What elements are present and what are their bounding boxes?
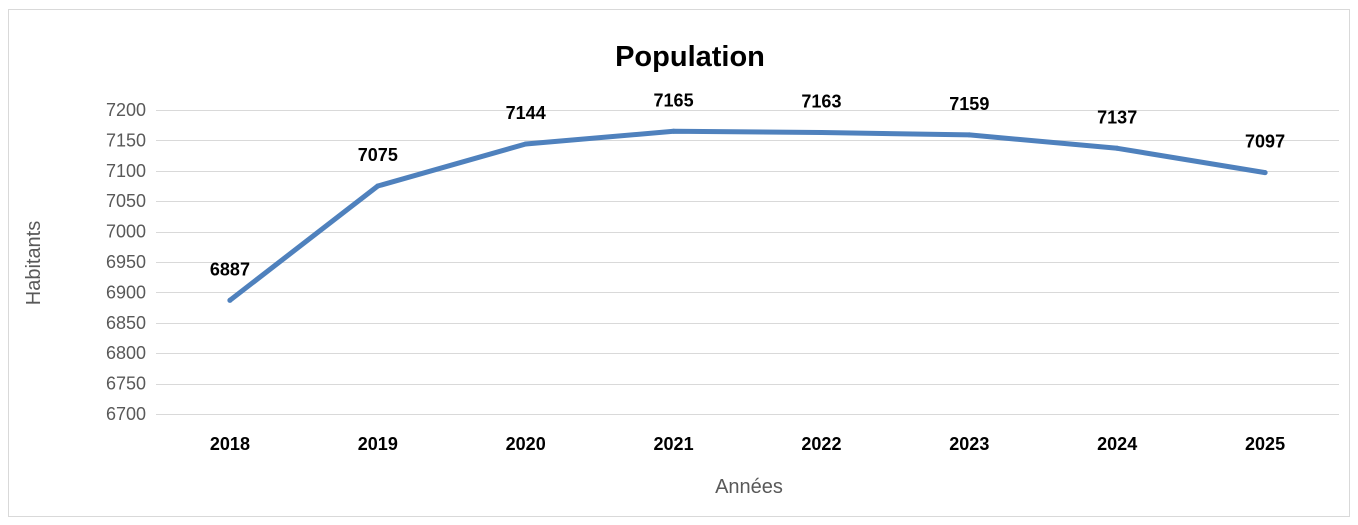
data-point [818,129,824,135]
data-label: 7097 [1245,132,1285,152]
x-tick-label: 2020 [506,434,546,454]
x-tick-label: 2019 [358,434,398,454]
x-tick-label: 2023 [949,434,989,454]
data-point [375,183,381,189]
x-axis-ticks: 2018 2019 2020 2021 2022 2023 2024 2025 [210,434,1285,454]
y-tick-label: 7200 [106,100,146,120]
gridlines [156,110,1339,415]
y-axis-ticks: 6700 6750 6800 6850 6900 6950 7000 7050 7100 7150… [106,100,146,424]
data-point [1114,145,1120,151]
chart-title: Population [615,41,765,73]
x-tick-label: 2022 [801,434,841,454]
y-tick-label: 7150 [106,130,146,150]
data-label: 7165 [654,90,694,110]
x-tick-label: 2021 [654,434,694,454]
x-tick-label: 2025 [1245,434,1285,454]
data-point [1262,170,1268,176]
y-tick-label: 6950 [106,252,146,272]
data-label: 7163 [801,91,841,111]
series-line [227,128,1268,303]
data-point [966,132,972,138]
data-point [227,297,233,303]
series-layer [227,128,1268,303]
data-label: 7144 [506,103,546,123]
x-axis-title: Années [715,476,783,498]
y-tick-label: 6900 [106,282,146,302]
x-tick-label: 2018 [210,434,250,454]
y-axis-title: Habitants [23,221,45,306]
data-label: 7159 [949,94,989,114]
data-point [523,141,529,147]
y-tick-label: 6750 [106,374,146,394]
y-tick-label: 6800 [106,343,146,363]
y-tick-label: 7050 [106,191,146,211]
y-tick-label: 7000 [106,222,146,242]
y-tick-label: 7100 [106,161,146,181]
data-label: 7137 [1097,107,1137,127]
data-label: 6887 [210,259,250,279]
x-tick-label: 2024 [1097,434,1137,454]
data-labels: 6887 7075 7144 7165 7163 7159 7137 7097 [210,90,1285,279]
y-tick-label: 6850 [106,313,146,333]
data-point [671,128,677,134]
data-label: 7075 [358,145,398,165]
y-tick-label: 6700 [106,404,146,424]
